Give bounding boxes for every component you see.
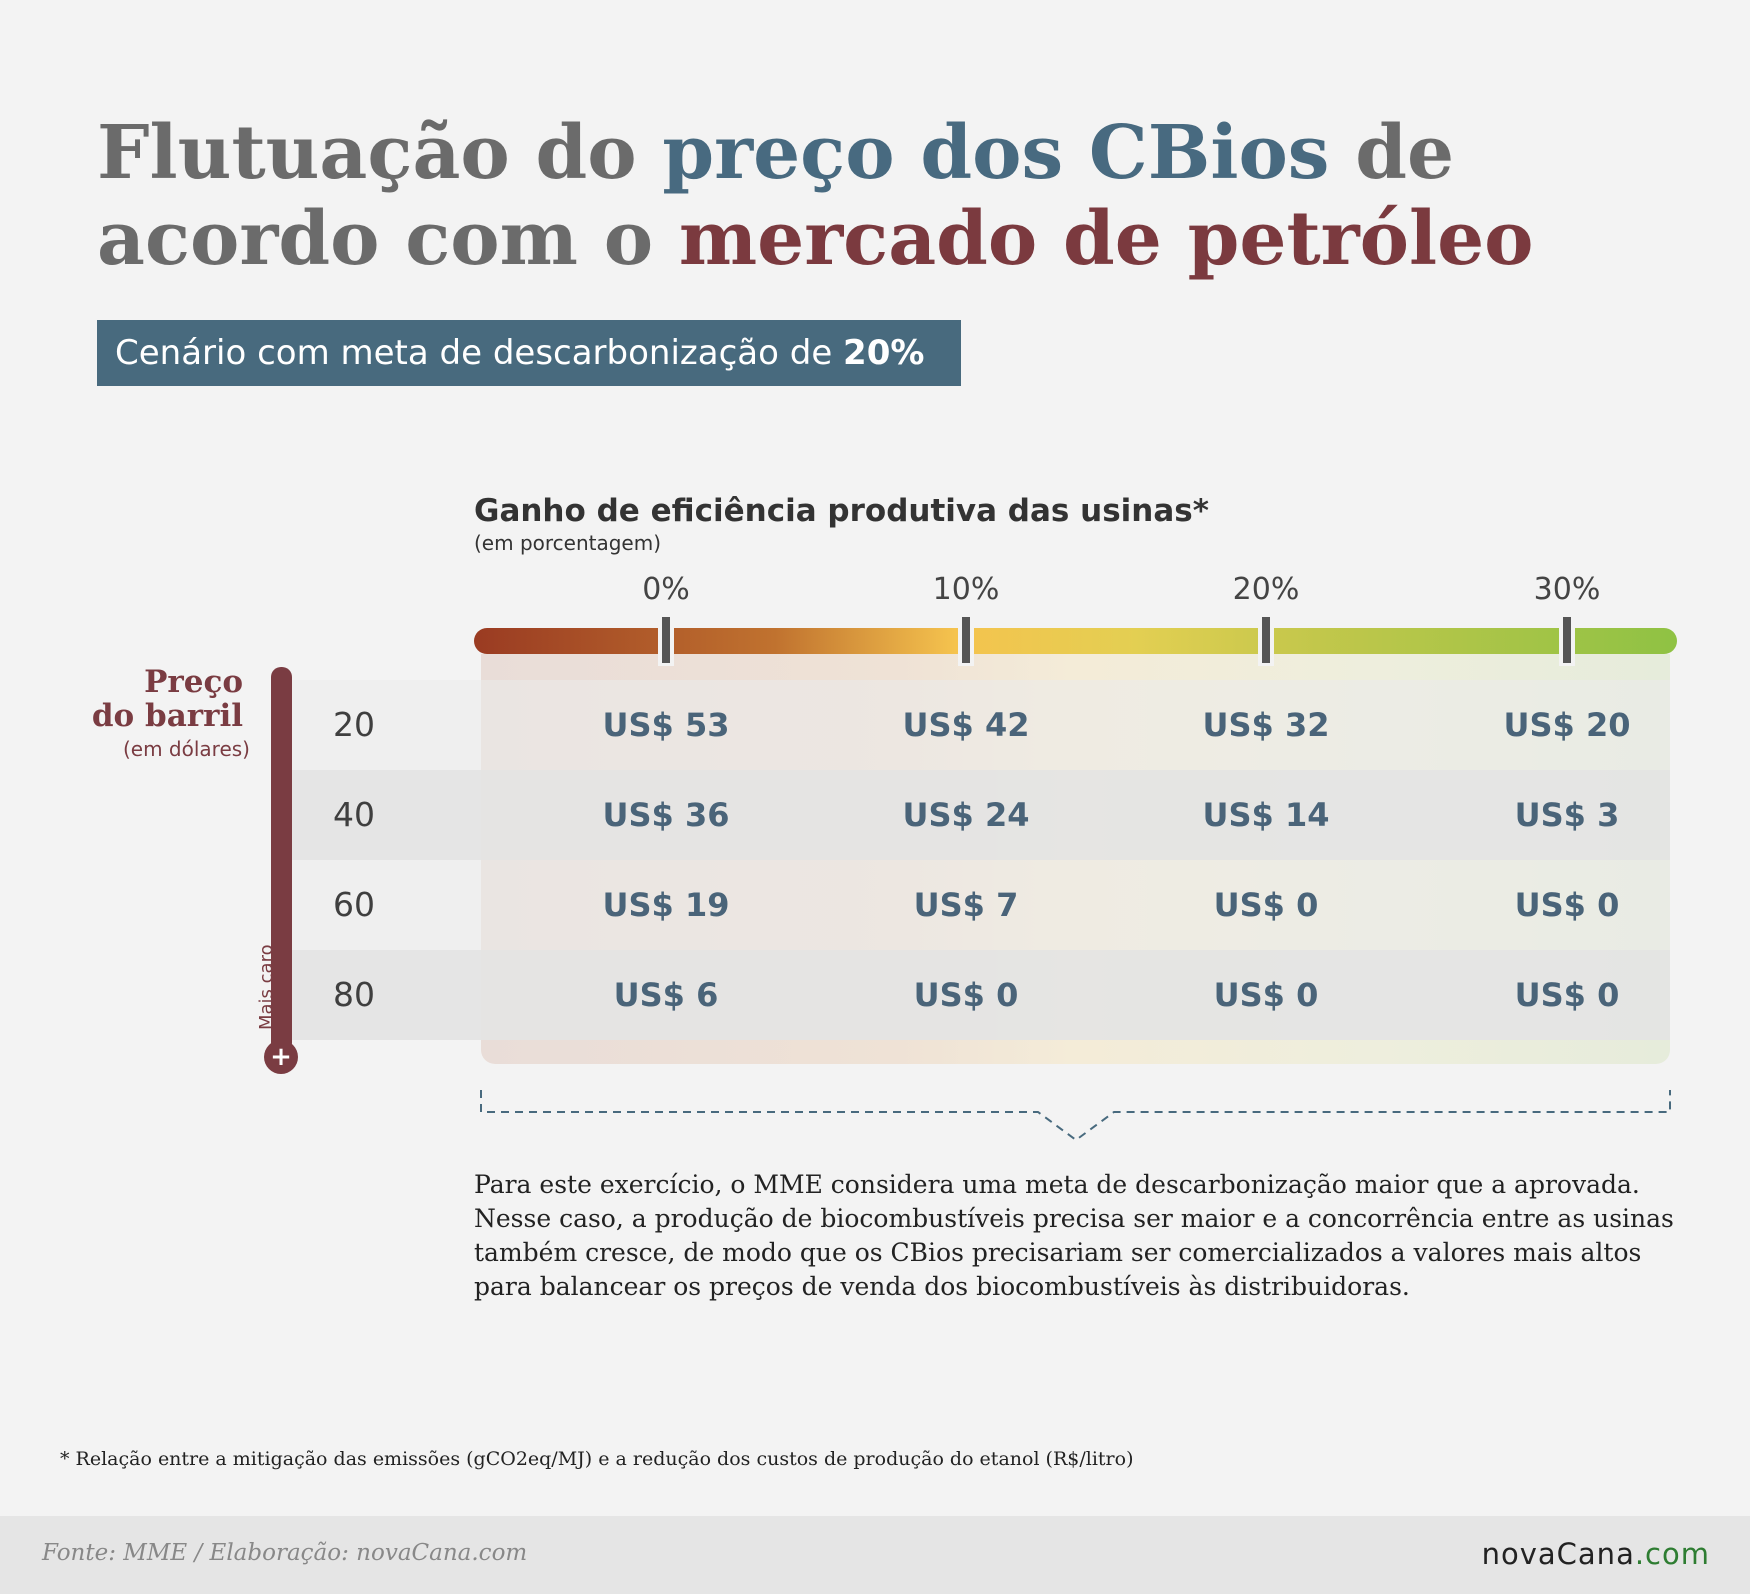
table-cell: US$ 0 — [913, 976, 1019, 1014]
table-row — [290, 770, 1670, 860]
row-axis-subtitle: (em dólares) — [122, 737, 250, 761]
table-cell: US$ 7 — [913, 886, 1019, 924]
table-row — [290, 860, 1670, 950]
title-text: de acordo com o — [97, 110, 1455, 282]
row-label: 20 — [333, 705, 375, 744]
column-label: 10% — [932, 572, 1000, 607]
plus-icon: + — [264, 1040, 298, 1074]
row-axis-title-line2: do barril — [91, 698, 243, 734]
table-cell: US$ 0 — [1514, 976, 1620, 1014]
title-highlight-petroleo: mercado de petróleo — [678, 196, 1534, 282]
brand-domain: .com — [1634, 1537, 1710, 1571]
title-highlight-cbios: preço dos CBios — [662, 110, 1330, 196]
table-cell: US$ 3 — [1514, 796, 1620, 834]
scale-tick-mark — [1559, 614, 1575, 666]
table-cell: US$ 32 — [1202, 706, 1330, 744]
scale-tick-mark — [658, 614, 674, 666]
scenario-banner: Cenário com meta de descarbonização de 2… — [97, 320, 962, 386]
table-cell: US$ 19 — [602, 886, 730, 924]
row-label: 40 — [333, 795, 375, 834]
row-axis-title-line1: Preço — [144, 664, 243, 700]
row-axis-note: Mais caro — [256, 944, 277, 1030]
footnote: * Relação entre a mitigação das emissões… — [60, 1448, 1134, 1470]
explanatory-note: Para este exercício, o MME considera uma… — [474, 1170, 1674, 1301]
table-cell: US$ 36 — [602, 796, 730, 834]
table-cell: US$ 24 — [902, 796, 1030, 834]
title-text: Flutuação do — [97, 110, 663, 196]
table-cell: US$ 14 — [1202, 796, 1330, 834]
column-label: 30% — [1533, 572, 1601, 607]
column-axis-subtitle: (em porcentagem) — [474, 531, 662, 555]
table-cell: US$ 0 — [1213, 976, 1319, 1014]
scenario-text: Cenário com meta de descarbonização de — [115, 333, 844, 373]
table-cell: US$ 20 — [1503, 706, 1631, 744]
table-row — [290, 950, 1670, 1040]
table-row — [290, 680, 1670, 770]
table-cell: US$ 6 — [613, 976, 719, 1014]
row-axis-title: Preço do barril — [92, 665, 243, 733]
scenario-value: 20% — [843, 333, 925, 373]
table-cell: US$ 42 — [902, 706, 1030, 744]
table-cell: US$ 53 — [602, 706, 730, 744]
scale-tick-mark — [958, 614, 974, 666]
column-label: 20% — [1232, 572, 1300, 607]
column-axis-title: Ganho de eficiência produtiva das usinas… — [474, 493, 1209, 529]
table-cell: US$ 0 — [1514, 886, 1620, 924]
brand-logo: novaCana.com — [1482, 1537, 1710, 1571]
price-thermometer-bar — [271, 667, 292, 1053]
row-label: 60 — [333, 885, 375, 924]
page-title: Flutuação do preço dos CBios de acordo c… — [97, 110, 1697, 282]
column-label: 0% — [642, 572, 690, 607]
scale-tick-mark — [1258, 614, 1274, 666]
footer-bar — [0, 1516, 1750, 1594]
efficiency-gradient-bar — [474, 628, 1677, 654]
row-label: 80 — [333, 975, 375, 1014]
bracket-connector — [480, 1090, 1671, 1142]
brand-name: novaCana — [1481, 1537, 1635, 1571]
table-cell: US$ 0 — [1213, 886, 1319, 924]
source-credit: Fonte: MME / Elaboração: novaCana.com — [42, 1540, 528, 1566]
